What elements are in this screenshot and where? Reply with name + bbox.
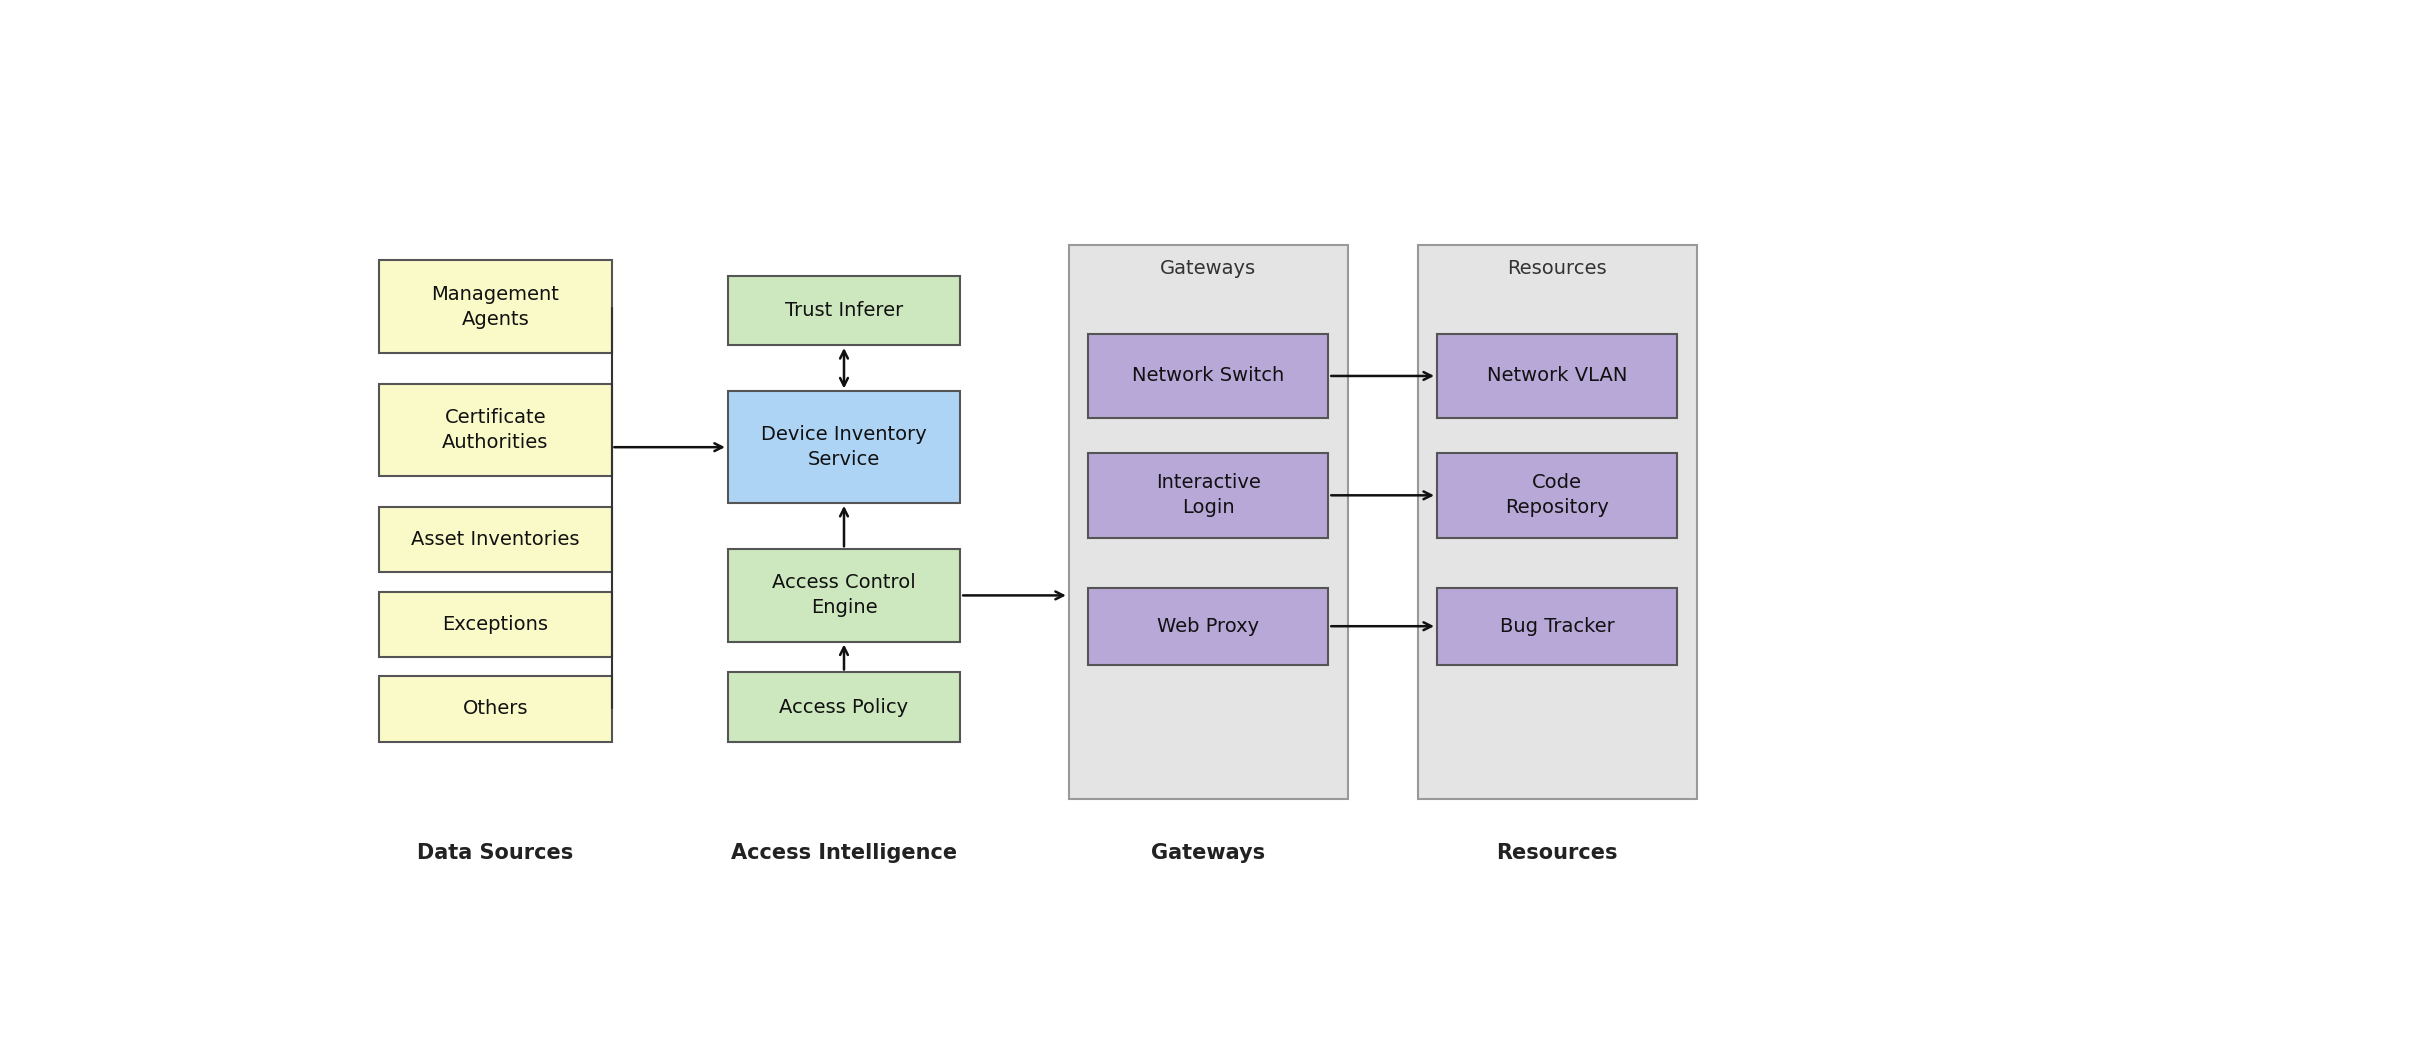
Text: Gateways: Gateways	[1151, 843, 1266, 863]
Text: Others: Others	[463, 700, 528, 719]
Text: Network Switch: Network Switch	[1131, 367, 1283, 386]
FancyBboxPatch shape	[728, 276, 960, 345]
Text: Device Inventory
Service: Device Inventory Service	[762, 425, 926, 469]
Text: Trust Inferer: Trust Inferer	[784, 301, 902, 320]
FancyBboxPatch shape	[379, 677, 613, 742]
FancyBboxPatch shape	[1438, 453, 1676, 538]
Text: Code
Repository: Code Repository	[1505, 473, 1609, 518]
Text: Gateways: Gateways	[1160, 258, 1257, 277]
Text: Access Control
Engine: Access Control Engine	[772, 573, 917, 618]
Text: Bug Tracker: Bug Tracker	[1500, 617, 1614, 636]
Text: Data Sources: Data Sources	[417, 843, 574, 863]
FancyBboxPatch shape	[1088, 453, 1329, 538]
Text: Asset Inventories: Asset Inventories	[410, 530, 579, 549]
FancyBboxPatch shape	[1088, 334, 1329, 418]
Text: Exceptions: Exceptions	[441, 614, 548, 633]
Text: Resources: Resources	[1495, 843, 1618, 863]
Text: Certificate
Authorities: Certificate Authorities	[441, 408, 548, 452]
FancyBboxPatch shape	[728, 672, 960, 742]
FancyBboxPatch shape	[1418, 246, 1696, 800]
Text: Access Policy: Access Policy	[779, 698, 909, 717]
FancyBboxPatch shape	[379, 507, 613, 572]
FancyBboxPatch shape	[379, 591, 613, 657]
Text: Web Proxy: Web Proxy	[1158, 617, 1259, 636]
FancyBboxPatch shape	[728, 391, 960, 503]
FancyBboxPatch shape	[1438, 334, 1676, 418]
FancyBboxPatch shape	[1069, 246, 1348, 800]
Text: Resources: Resources	[1508, 258, 1606, 277]
Text: Interactive
Login: Interactive Login	[1155, 473, 1261, 518]
FancyBboxPatch shape	[1088, 588, 1329, 665]
Text: Management
Agents: Management Agents	[432, 285, 560, 329]
FancyBboxPatch shape	[1438, 588, 1676, 665]
FancyBboxPatch shape	[379, 260, 613, 353]
FancyBboxPatch shape	[379, 384, 613, 476]
Text: Network VLAN: Network VLAN	[1486, 367, 1628, 386]
Text: Access Intelligence: Access Intelligence	[731, 843, 958, 863]
FancyBboxPatch shape	[728, 549, 960, 642]
